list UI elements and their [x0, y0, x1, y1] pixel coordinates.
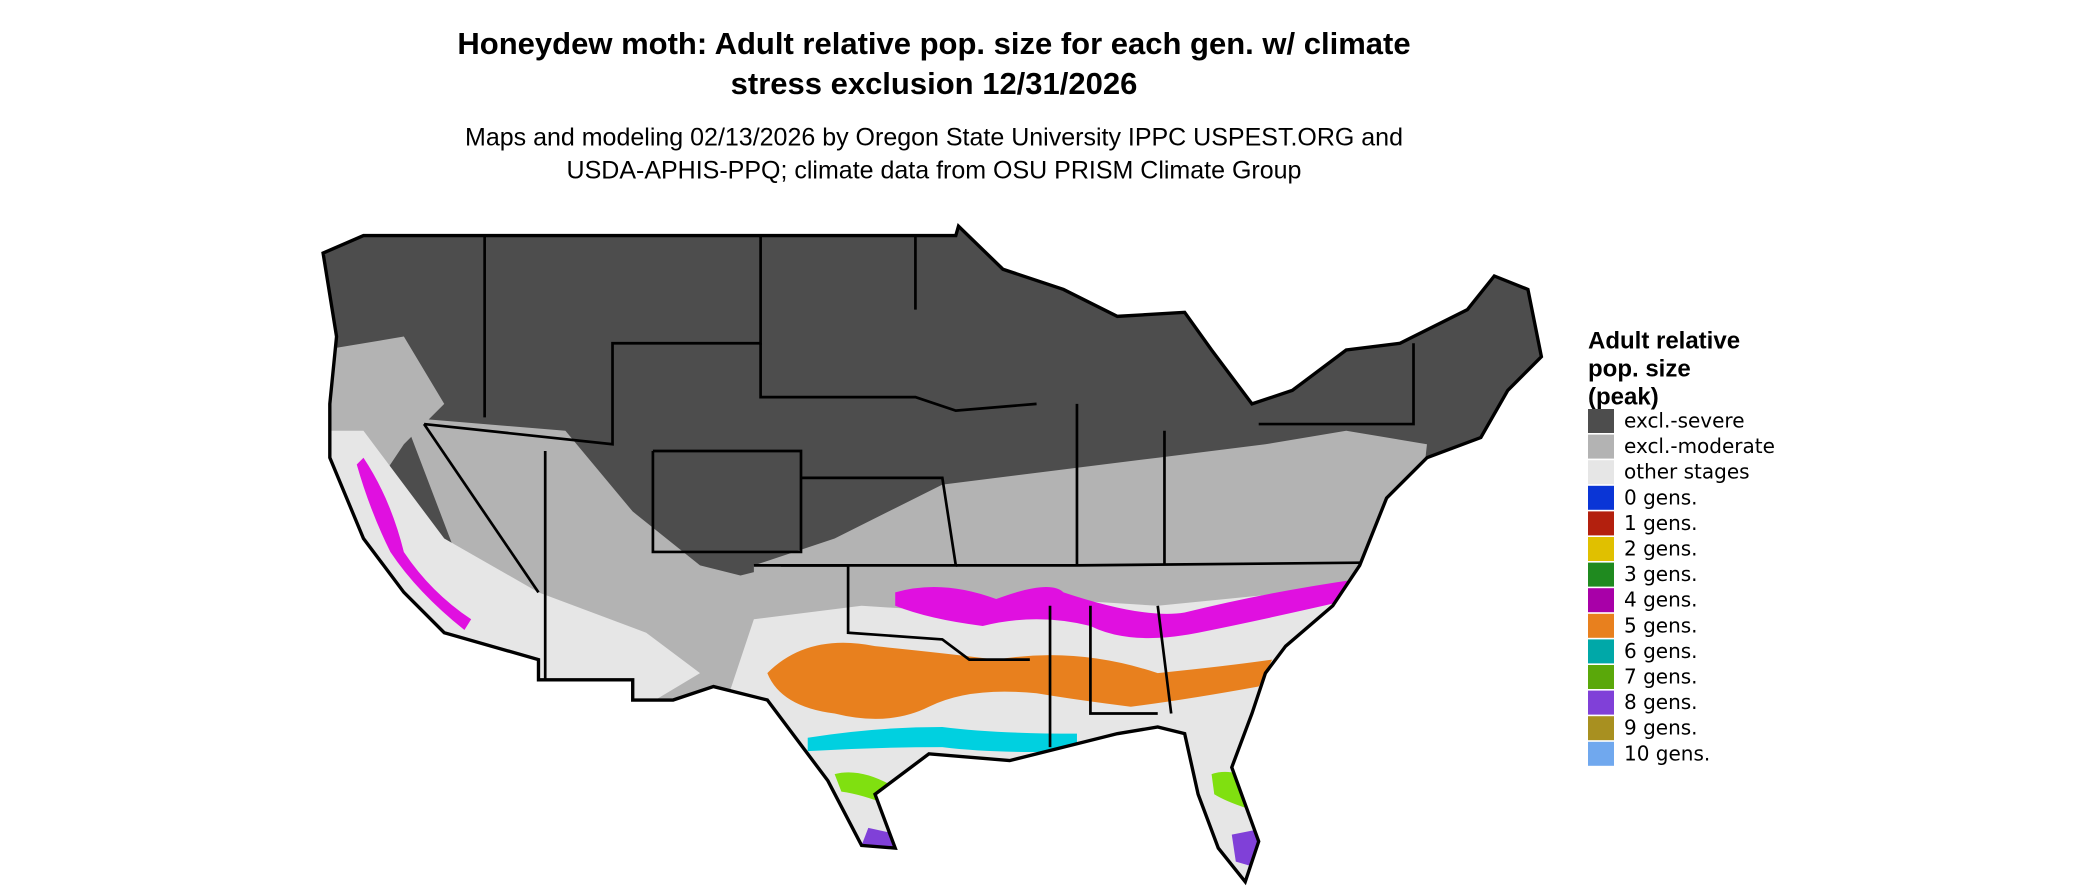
map [321, 222, 1544, 886]
legend-swatch [1588, 639, 1614, 664]
legend-swatch [1588, 562, 1614, 587]
legend-title: (peak) [1588, 383, 1659, 410]
us-outline [321, 222, 1544, 886]
legend-swatch [1588, 434, 1614, 459]
gen6-area [807, 726, 1077, 752]
title: stress exclusion 12/31/2026 [731, 66, 1138, 101]
legend-label: 6 gens. [1624, 639, 1698, 663]
legend-swatch [1588, 409, 1614, 433]
legend-label: 8 gens. [1624, 690, 1698, 714]
legend-swatch [1588, 485, 1614, 510]
border [780, 564, 1030, 661]
state-borders [422, 235, 1415, 748]
other-stages-area [323, 430, 701, 714]
legend-swatch [1588, 741, 1614, 766]
legend-label: 3 gens. [1624, 562, 1698, 586]
legend-label: 4 gens. [1624, 588, 1698, 612]
subtitle: Maps and modeling 02/13/2026 by Oregon S… [465, 124, 1403, 152]
legend-label: 0 gens. [1624, 485, 1698, 509]
legend-swatch [1588, 537, 1614, 561]
legend-label: 2 gens. [1624, 537, 1698, 561]
legend-label: excl.-moderate [1624, 434, 1775, 458]
border [422, 423, 540, 594]
legend-title: Adult relative [1588, 327, 1740, 354]
legend-title: pop. size [1588, 355, 1691, 382]
gen4-area [356, 457, 472, 631]
border [753, 476, 958, 567]
legend-label: excl.-severe [1624, 409, 1745, 433]
legend-swatch [1588, 460, 1614, 485]
title: Honeydew moth: Adult relative pop. size … [457, 26, 1410, 61]
border [1258, 343, 1415, 426]
legend-label: 1 gens. [1624, 511, 1698, 535]
gen5-area [767, 642, 1273, 719]
legend-label: 7 gens. [1624, 665, 1698, 689]
border [651, 449, 803, 554]
excl-moderate-area [753, 430, 1427, 593]
legend-label: 5 gens. [1624, 613, 1698, 637]
gen4-area [895, 578, 1360, 639]
border [1156, 605, 1173, 714]
subtitle: USDA-APHIS-PPQ; climate data from OSU PR… [567, 157, 1302, 185]
legend-swatch [1588, 665, 1614, 689]
border [759, 343, 1037, 412]
border [423, 235, 762, 446]
legend-swatch [1588, 613, 1614, 638]
legend-swatch [1588, 588, 1614, 613]
border [1089, 605, 1158, 715]
legend-label: 10 gens. [1624, 741, 1710, 765]
legend-label: 9 gens. [1624, 716, 1698, 740]
legend-swatch [1588, 716, 1614, 741]
legend-swatch [1588, 690, 1614, 715]
legend-swatch [1588, 511, 1614, 536]
legend-label: other stages [1624, 460, 1750, 484]
